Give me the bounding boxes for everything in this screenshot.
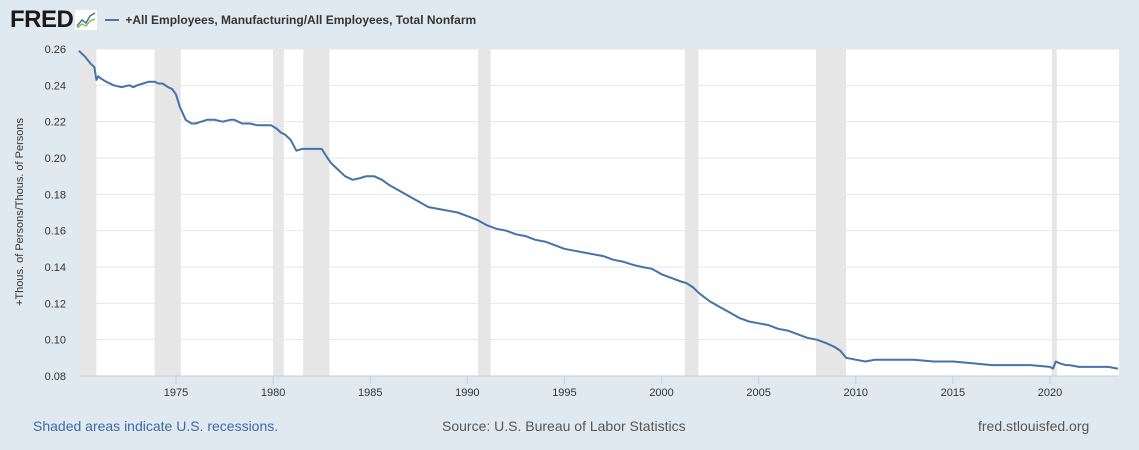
y-tick-label: 0.24 (45, 80, 66, 92)
x-tick-label: 2010 (844, 387, 868, 399)
x-tick-label: 1995 (552, 387, 576, 399)
y-tick-label: 0.26 (45, 44, 66, 56)
recession-band (684, 49, 699, 376)
x-tick-label: 2020 (1038, 387, 1062, 399)
line-chart[interactable]: 0.08 0.10 0.12 0.14 0.16 0.18 0.20 0.22 0.24 0.26… (0, 0, 1139, 410)
x-tick-label: 2005 (746, 387, 770, 399)
x-tick-label: 1990 (455, 387, 479, 399)
recession-band (80, 49, 97, 376)
x-tick-label: 1985 (358, 387, 382, 399)
recession-band (815, 49, 847, 376)
recession-band (478, 49, 491, 376)
source-note: Source: U.S. Bureau of Labor Statistics (442, 418, 686, 434)
recession-note[interactable]: Shaded areas indicate U.S. recessions. (33, 418, 279, 434)
plot-area (80, 49, 1119, 376)
y-axis-label: +Thous. of Persons/Thous. of Persons (14, 117, 26, 306)
legend-label[interactable]: +All Employees, Manufacturing/All Employ… (125, 13, 477, 27)
recession-band (273, 49, 284, 376)
y-tick-label: 0.18 (45, 189, 66, 201)
series-line[interactable] (78, 50, 1119, 370)
recession-band (154, 49, 181, 376)
site-link[interactable]: fred.stlouisfed.org (978, 418, 1090, 434)
x-tick-label: 2000 (649, 387, 673, 399)
chart-header: FRED +All Employees, Manufacturing/All E… (10, 6, 476, 34)
x-tick-label: 2015 (941, 387, 965, 399)
y-tick-label: 0.16 (45, 226, 66, 238)
legend-swatch (105, 19, 120, 21)
graph-icon (75, 10, 98, 30)
x-tick-label: 1980 (261, 387, 285, 399)
y-tick-label: 0.08 (45, 371, 66, 383)
y-tick-label: 0.14 (45, 262, 66, 274)
y-tick-label: 0.22 (45, 117, 66, 129)
x-tick-label: 1975 (164, 387, 188, 399)
y-tick-label: 0.20 (45, 153, 66, 165)
recession-band (303, 49, 330, 376)
y-tick-label: 0.10 (45, 335, 66, 347)
fred-logo[interactable]: FRED (10, 6, 74, 33)
y-tick-label: 0.12 (45, 298, 66, 310)
recession-band (1051, 49, 1057, 376)
